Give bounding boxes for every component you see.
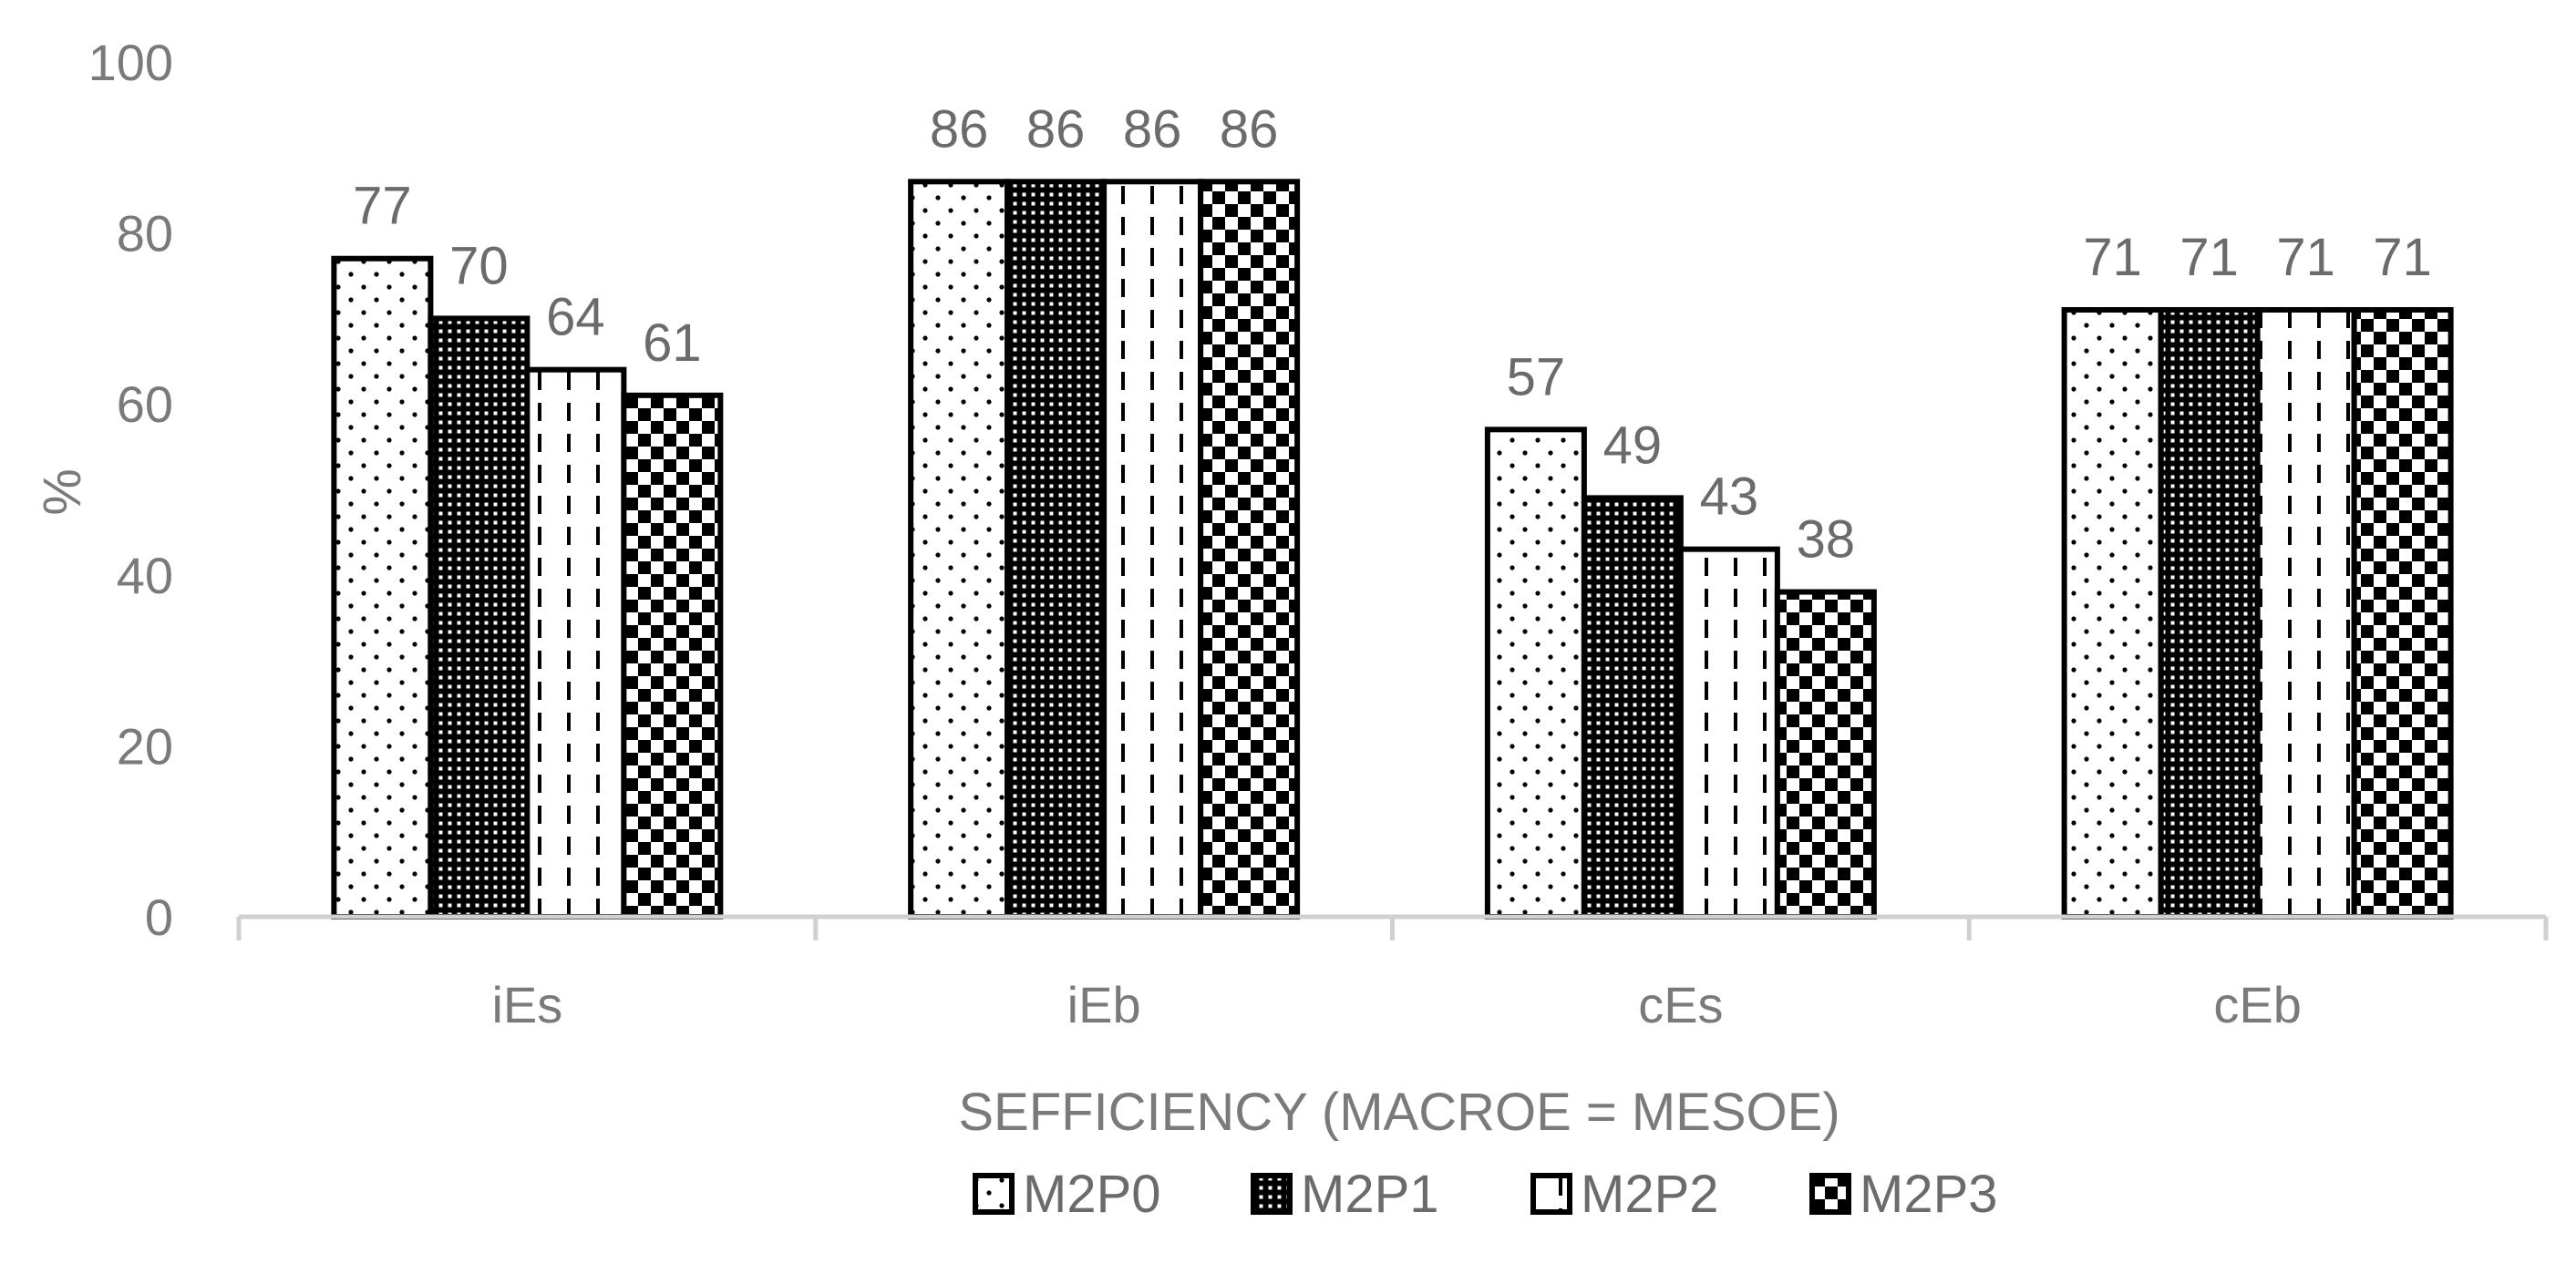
y-tick-label: 80	[117, 205, 173, 262]
bar-m2p3-ces	[1774, 589, 1877, 920]
data-label-group: 77 70 64 61 86 86 86 86 57 49 43 38 71 71 71 71	[353, 99, 2432, 569]
data-label: 71	[2083, 228, 2142, 287]
x-tick-label-ieb: iEb	[1067, 976, 1141, 1033]
legend-label-m2p1: M2P1	[1301, 1165, 1439, 1224]
data-label: 71	[2276, 228, 2335, 287]
data-label: 57	[1507, 347, 1566, 406]
legend-swatch-m2p2	[1530, 1173, 1572, 1215]
bar-m2p1-ceb	[2158, 307, 2261, 920]
bar-series-group	[331, 179, 2454, 920]
data-label: 86	[1026, 99, 1086, 159]
data-label: 64	[546, 288, 605, 347]
data-label: 71	[2373, 228, 2432, 287]
legend: M2P0 M2P1 M2P2 M2P3	[973, 1165, 1998, 1224]
bar-m2p3-ceb	[2351, 307, 2454, 920]
bar-m2p0-ieb	[908, 179, 1011, 920]
legend-label-m2p0: M2P0	[1023, 1165, 1161, 1224]
y-tick-label: 40	[117, 547, 173, 604]
x-tick-label-ceb: cEb	[2213, 976, 2302, 1033]
legend-swatch-m2p1	[1251, 1173, 1293, 1215]
legend-swatch-m2p3	[1809, 1173, 1851, 1215]
data-label: 77	[353, 177, 412, 236]
x-tick-label-ces: cEs	[1638, 976, 1723, 1033]
data-label: 86	[1220, 99, 1279, 159]
data-label: 86	[1123, 99, 1182, 159]
bar-m2p2-ieb	[1101, 179, 1204, 920]
y-tick-label: 100	[88, 34, 173, 91]
bar-m2p3-ies	[621, 392, 724, 920]
bar-m2p2-ies	[524, 366, 627, 920]
bar-m2p0-ceb	[2061, 307, 2164, 920]
x-tick-label-ies: iEs	[491, 976, 562, 1033]
bar-m2p1-ces	[1581, 495, 1684, 920]
data-label: 86	[930, 99, 989, 159]
bar-m2p2-ceb	[2254, 307, 2357, 920]
bar-m2p2-ces	[1677, 546, 1780, 920]
data-label: 61	[643, 313, 702, 373]
x-axis-title: SEFFICIENCY (MACROE = MESOE)	[958, 1083, 1839, 1142]
y-axis: 0 20 40 60 80 100	[88, 34, 173, 946]
legend-swatch-m2p0	[973, 1173, 1015, 1215]
y-tick-label: 0	[145, 889, 173, 946]
x-axis: iEs iEb cEs cEb	[236, 914, 2549, 1033]
bar-m2p0-ces	[1484, 426, 1587, 920]
data-label: 38	[1797, 510, 1856, 570]
legend-label-m2p3: M2P3	[1860, 1165, 1998, 1224]
bar-m2p3-ieb	[1198, 179, 1301, 920]
y-tick-label: 60	[117, 375, 173, 433]
data-label: 71	[2179, 228, 2239, 287]
data-label: 43	[1700, 467, 1759, 527]
legend-label-m2p2: M2P2	[1581, 1165, 1719, 1224]
bar-m2p0-ies	[331, 255, 434, 920]
y-axis-title: %	[33, 468, 92, 516]
y-tick-label: 20	[117, 717, 173, 775]
bar-m2p1-ieb	[1005, 179, 1108, 920]
bar-m2p1-ies	[428, 315, 531, 920]
data-label: 49	[1603, 416, 1663, 475]
data-label: 70	[449, 236, 509, 295]
